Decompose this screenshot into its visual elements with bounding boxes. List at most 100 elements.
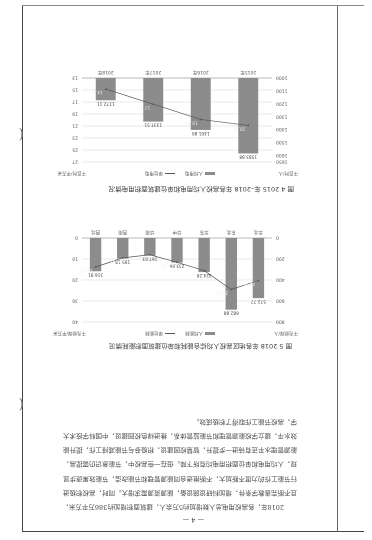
x-tick-label: 华东	[199, 229, 208, 236]
bar	[225, 238, 237, 310]
chart-title: 图 4 2015 年–2018 年各高校人均用电和单位建筑面积用电情况	[108, 185, 294, 193]
y-tick-label: 0	[75, 235, 78, 241]
bar-value-label: 572.77	[251, 298, 266, 304]
x-tick-label: 西南	[118, 229, 127, 236]
bar-value-label: 195.18	[115, 258, 130, 264]
bar-value-label: 682.88	[224, 310, 239, 316]
series-point	[203, 269, 206, 272]
x-tick-label: 华南	[145, 229, 154, 236]
bar	[89, 238, 102, 272]
y-tick-label: 25	[72, 147, 78, 153]
page-number: — 4 —	[182, 516, 204, 524]
body-paragraph: 2018年，各高校用电总人数增加约5万余人，建筑面积增加约386万平方米，且不断…	[62, 417, 297, 511]
y-tick-label: 800	[276, 319, 285, 325]
legend-label: 单位用电	[145, 170, 163, 177]
y-tick-label: 20	[72, 277, 78, 283]
y-tick-label: 13	[72, 75, 78, 81]
legend-label: 单位能耗	[145, 330, 163, 337]
y-tick-label: 400	[276, 277, 285, 283]
series-point	[257, 279, 260, 282]
x-tick-label: 西北	[91, 229, 100, 236]
page-border-top	[22, 531, 364, 532]
series-point	[199, 118, 202, 121]
y-tick-label: 27	[72, 159, 78, 165]
point-value-label: 19.91	[185, 119, 198, 125]
point-value-label: 24.52	[216, 289, 229, 295]
chart-title: 图 5 2018 年各地区高校人均综合能耗和单位建筑面积能耗情况	[109, 342, 292, 350]
series-point	[94, 266, 97, 268]
bar-value-label: 1337.51	[144, 122, 162, 128]
bar-value-label: 1583.88	[239, 153, 257, 159]
series-point	[176, 261, 178, 264]
bar-value-label: 1401.80	[192, 130, 210, 136]
bar-value-label: 167.83	[142, 256, 157, 262]
x-tick-label: 华北	[253, 229, 262, 236]
point-value-label: 11.59	[161, 262, 174, 268]
bar-value-label: 316.81	[88, 271, 103, 277]
series-point	[104, 88, 107, 90]
series-point	[152, 103, 155, 106]
y-tick-label: 1500	[276, 139, 288, 145]
legend-swatch	[205, 172, 215, 175]
y-tick-label: 19	[72, 111, 78, 117]
point-value-label: 7.99	[137, 255, 147, 261]
y-tick-label: 40	[72, 319, 78, 325]
y-tick-label: 30	[72, 298, 78, 304]
point-value-label: 13.81	[80, 267, 93, 273]
bar	[144, 238, 156, 256]
bar	[171, 238, 183, 263]
bar	[190, 78, 211, 130]
page-border-bottom	[22, 5, 364, 6]
y-axis-title: 千克标煤/人	[273, 330, 298, 337]
y-tick-label: 1650	[276, 159, 288, 165]
y-tick-label: 17	[72, 99, 78, 105]
bar	[198, 238, 210, 273]
y-tick-label: 1400	[276, 126, 288, 132]
x-tick-label: 2016年	[192, 69, 208, 76]
bar	[117, 238, 129, 259]
binding-mark-bottom: (	[18, 126, 24, 142]
series-point	[230, 288, 233, 291]
point-value-label: 20.26	[243, 281, 256, 287]
bar	[252, 238, 265, 299]
y-tick-label: 1600	[276, 152, 288, 158]
legend-label: 人均用电	[185, 170, 203, 177]
y-tick-label: 23	[72, 135, 78, 141]
y-tick-label: 600	[276, 298, 285, 304]
series-line	[105, 88, 249, 126]
y-tick-label: 15	[72, 87, 78, 93]
bar	[238, 78, 259, 154]
point-value-label: 14.84	[90, 89, 103, 95]
point-value-label: 20.91	[233, 125, 246, 131]
y-axis-title: 千克标煤/平方米	[52, 330, 86, 337]
x-tick-label: 2018年	[97, 69, 113, 76]
y-axis-title: 千瓦时/人	[278, 170, 298, 177]
y-tick-label: 21	[72, 123, 78, 129]
y-tick-label: 200	[276, 256, 285, 262]
page-border-left	[337, 6, 338, 532]
y-tick-label: 1100	[276, 87, 288, 93]
bar-value-label: 1172.11	[97, 100, 115, 106]
series-point	[148, 253, 151, 256]
body-text: 2018年，各高校用电总人数增加约5万余人，建筑面积增加约386万平方米，且不断…	[61, 415, 297, 514]
legend-swatch	[205, 332, 215, 335]
chart: 千瓦时/人 千瓦时/平方米 人均用电 单位用电 13 15 17 19 21 23 25 27 1000…	[57, 69, 298, 177]
y-tick-label: 1000	[276, 75, 288, 81]
bar	[143, 78, 164, 122]
point-value-label: 15.5	[191, 271, 201, 277]
legend-label: 人均能耗	[185, 330, 203, 337]
y-tick-label: 0	[276, 235, 279, 241]
page-border-right	[22, 6, 23, 532]
point-value-label: 17.37	[138, 104, 151, 110]
y-axis-title: 千瓦时/平方米	[57, 170, 86, 177]
bar-value-label: 324.28	[196, 272, 211, 278]
point-value-label: 9.47	[110, 258, 120, 264]
x-tick-label: 华中	[172, 229, 181, 236]
y-tick-label: 1300	[276, 113, 288, 119]
y-tick-label: 1200	[276, 100, 288, 106]
series-point	[121, 256, 124, 259]
bar-value-label: 233.86	[169, 263, 184, 269]
binding-mark-top: (	[18, 396, 24, 412]
